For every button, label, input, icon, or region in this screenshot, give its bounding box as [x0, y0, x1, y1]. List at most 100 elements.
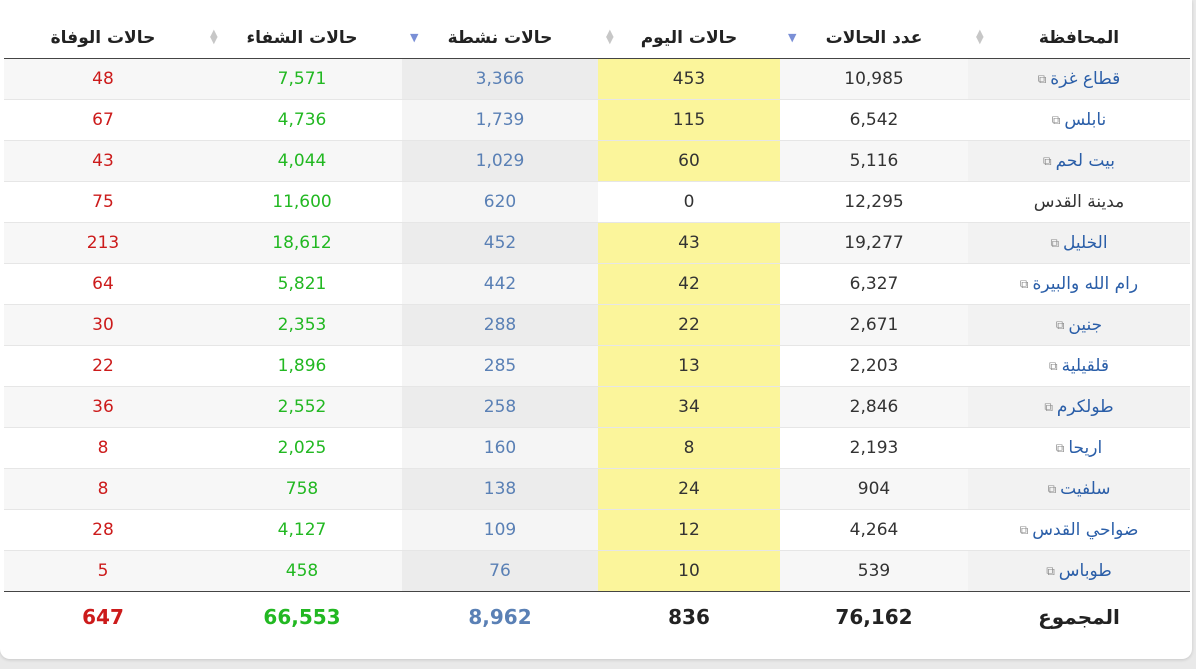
- today-cases-cell: 22: [598, 304, 780, 346]
- governorate-link[interactable]: الخليل: [1063, 233, 1108, 253]
- today-cases-cell: 60: [598, 140, 780, 182]
- table-row: بيت لحم⧉ 5,116 60 1,029 4,044 43: [4, 140, 1190, 182]
- recovered-cases-cell: 4,044: [202, 140, 402, 182]
- header-label: عدد الحالات: [825, 28, 923, 48]
- totals-active: 8,962: [402, 591, 598, 642]
- header-recovered[interactable]: حالات الشفاء ▲ ▼: [202, 18, 402, 59]
- external-link-icon[interactable]: ⧉: [1019, 522, 1029, 537]
- active-cases-cell: 138: [402, 468, 598, 510]
- totals-deaths: 647: [4, 591, 202, 642]
- active-cases-cell: 3,366: [402, 58, 598, 100]
- table-row: الخليل⧉ 19,277 43 452 18,612 213: [4, 222, 1190, 264]
- external-link-icon[interactable]: ⧉: [1047, 481, 1057, 496]
- header-row: المحافظة ▲ ▼ عدد الحالات ▼ حالات اليوم ▲ ▼…: [4, 18, 1190, 59]
- active-cases-cell: 1,739: [402, 99, 598, 141]
- recovered-cases-cell: 7,571: [202, 58, 402, 100]
- sort-icon[interactable]: ▲ ▼: [976, 28, 984, 46]
- deaths-cell: 67: [4, 99, 202, 141]
- external-link-icon[interactable]: ⧉: [1050, 235, 1060, 250]
- governorate-link[interactable]: قلقيلية: [1061, 356, 1109, 376]
- external-link-icon[interactable]: ⧉: [1037, 71, 1047, 86]
- recovered-cases-cell: 2,025: [202, 427, 402, 469]
- governorate-cell[interactable]: طولكرم⧉: [968, 386, 1190, 428]
- recovered-cases-cell: 2,552: [202, 386, 402, 428]
- governorate-link[interactable]: قطاع غزة: [1050, 69, 1121, 89]
- header-today[interactable]: حالات اليوم ▲ ▼: [598, 18, 780, 59]
- today-cases-cell: 453: [598, 58, 780, 100]
- governorate-cell[interactable]: نابلس⧉: [968, 99, 1190, 141]
- total-cases-cell: 4,264: [780, 509, 968, 551]
- governorate-cell: مدينة القدس: [968, 181, 1190, 223]
- deaths-cell: 75: [4, 181, 202, 223]
- active-cases-cell: 109: [402, 509, 598, 551]
- governorate-link[interactable]: اريحا: [1068, 438, 1103, 458]
- governorate-link[interactable]: طولكرم: [1056, 397, 1114, 417]
- table-row: اريحا⧉ 2,193 8 160 2,025 8: [4, 427, 1190, 469]
- header-deaths[interactable]: حالات الوفاة: [4, 18, 202, 59]
- total-cases-cell: 19,277: [780, 222, 968, 264]
- deaths-cell: 8: [4, 427, 202, 469]
- today-cases-cell: 10: [598, 550, 780, 592]
- total-cases-cell: 904: [780, 468, 968, 510]
- sort-descending-icon[interactable]: ▼: [410, 31, 419, 44]
- recovered-cases-cell: 4,736: [202, 99, 402, 141]
- governorate-cell[interactable]: رام الله والبيرة⧉: [968, 263, 1190, 305]
- totals-label: المجموع: [968, 591, 1190, 642]
- external-link-icon[interactable]: ⧉: [1044, 399, 1053, 414]
- external-link-icon[interactable]: ⧉: [1055, 440, 1065, 455]
- governorate-cell[interactable]: قطاع غزة⧉: [968, 58, 1190, 100]
- deaths-cell: 28: [4, 509, 202, 551]
- sort-descending-icon[interactable]: ▼: [788, 31, 797, 44]
- header-governorate[interactable]: المحافظة ▲ ▼: [968, 18, 1190, 59]
- recovered-cases-cell: 5,821: [202, 263, 402, 305]
- active-cases-cell: 76: [402, 550, 598, 592]
- table-row: قطاع غزة⧉ 10,985 453 3,366 7,571 48: [4, 58, 1190, 100]
- active-cases-cell: 452: [402, 222, 598, 264]
- governorate-link[interactable]: طوباس: [1058, 561, 1112, 581]
- today-cases-cell: 12: [598, 509, 780, 551]
- governorate-cell[interactable]: اريحا⧉: [968, 427, 1190, 469]
- governorate-link[interactable]: رام الله والبيرة: [1032, 274, 1139, 294]
- governorate-cell[interactable]: طوباس⧉: [968, 550, 1190, 592]
- external-link-icon[interactable]: ⧉: [1051, 112, 1061, 127]
- header-total[interactable]: عدد الحالات ▼: [780, 18, 968, 59]
- table-row: جنين⧉ 2,671 22 288 2,353 30: [4, 304, 1190, 346]
- governorate-stats-table: المحافظة ▲ ▼ عدد الحالات ▼ حالات اليوم ▲ ▼…: [4, 18, 1190, 642]
- governorate-link[interactable]: بيت لحم: [1055, 151, 1115, 171]
- governorate-cell[interactable]: جنين⧉: [968, 304, 1190, 346]
- governorate-link[interactable]: جنين: [1068, 315, 1103, 335]
- today-cases-cell: 42: [598, 263, 780, 305]
- table-row: طولكرم⧉ 2,846 34 258 2,552 36: [4, 386, 1190, 428]
- sort-icon[interactable]: ▲ ▼: [606, 28, 614, 46]
- external-link-icon[interactable]: ⧉: [1055, 317, 1065, 332]
- external-link-icon[interactable]: ⧉: [1019, 276, 1029, 291]
- governorate-cell[interactable]: بيت لحم⧉: [968, 140, 1190, 182]
- governorate-link[interactable]: ضواحي القدس: [1032, 520, 1139, 540]
- active-cases-cell: 442: [402, 263, 598, 305]
- governorate-cell[interactable]: ضواحي القدس⧉: [968, 509, 1190, 551]
- header-active[interactable]: حالات نشطة ▼: [402, 18, 598, 59]
- governorate-cell[interactable]: قلقيلية⧉: [968, 345, 1190, 387]
- header-label: حالات الشفاء: [246, 28, 358, 48]
- external-link-icon[interactable]: ⧉: [1042, 153, 1052, 168]
- governorate-cell[interactable]: الخليل⧉: [968, 222, 1190, 264]
- deaths-cell: 30: [4, 304, 202, 346]
- table-row: سلفيت⧉ 904 24 138 758 8: [4, 468, 1190, 510]
- deaths-cell: 48: [4, 58, 202, 100]
- external-link-icon[interactable]: ⧉: [1049, 358, 1058, 373]
- recovered-cases-cell: 4,127: [202, 509, 402, 551]
- table-row: قلقيلية⧉ 2,203 13 285 1,896 22: [4, 345, 1190, 387]
- recovered-cases-cell: 2,353: [202, 304, 402, 346]
- active-cases-cell: 258: [402, 386, 598, 428]
- governorate-cell[interactable]: سلفيت⧉: [968, 468, 1190, 510]
- external-link-icon[interactable]: ⧉: [1046, 563, 1055, 578]
- total-cases-cell: 5,116: [780, 140, 968, 182]
- sort-icon[interactable]: ▲ ▼: [210, 28, 218, 46]
- table-row: رام الله والبيرة⧉ 6,327 42 442 5,821 64: [4, 263, 1190, 305]
- governorate-link[interactable]: سلفيت: [1060, 479, 1111, 499]
- table-row: نابلس⧉ 6,542 115 1,739 4,736 67: [4, 99, 1190, 141]
- header-label: المحافظة: [1038, 28, 1120, 48]
- table-row: ضواحي القدس⧉ 4,264 12 109 4,127 28: [4, 509, 1190, 551]
- governorate-link[interactable]: نابلس: [1064, 110, 1107, 130]
